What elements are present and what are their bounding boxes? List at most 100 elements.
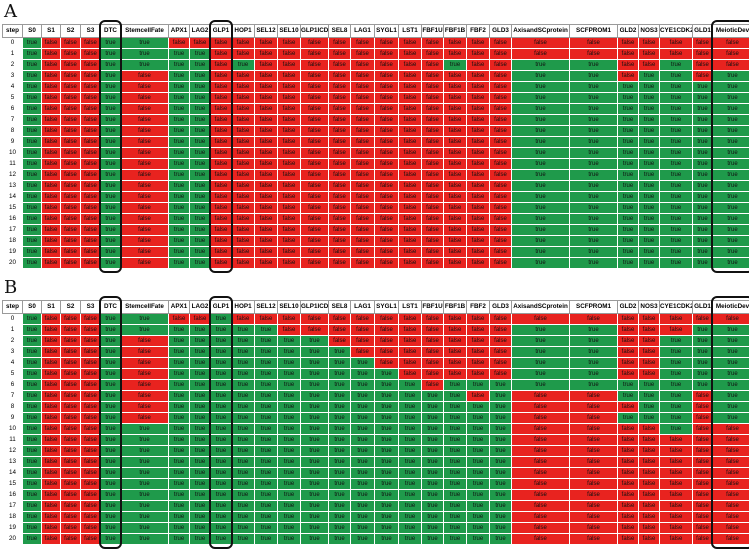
state-cell: true <box>660 247 693 258</box>
state-cell: true <box>693 358 713 369</box>
state-cell: true <box>169 479 190 490</box>
step-cell: 10 <box>3 424 23 435</box>
state-cell: true <box>512 214 570 225</box>
state-cell: true <box>101 181 121 192</box>
state-cell: false <box>42 336 61 347</box>
state-cell: true <box>467 490 490 501</box>
state-cell: true <box>301 435 329 446</box>
state-cell: true <box>190 534 211 545</box>
state-cell: true <box>101 435 121 446</box>
state-cell: true <box>169 214 190 225</box>
state-cell: true <box>301 446 329 457</box>
state-cell: true <box>444 380 467 391</box>
state-cell: true <box>101 523 121 534</box>
state-cell: true <box>512 71 570 82</box>
state-cell: false <box>121 71 169 82</box>
state-cell: false <box>444 203 467 214</box>
state-cell: false <box>444 104 467 115</box>
state-cell: true <box>570 203 618 214</box>
state-cell: false <box>422 170 444 181</box>
state-cell: false <box>351 170 375 181</box>
state-cell: false <box>42 49 61 60</box>
state-cell: false <box>42 148 61 159</box>
state-cell: true <box>693 347 713 358</box>
state-cell: false <box>232 82 255 93</box>
state-cell: false <box>42 435 61 446</box>
state-cell: false <box>169 38 190 49</box>
state-cell: true <box>101 325 121 336</box>
state-cell: true <box>570 170 618 181</box>
state-cell: false <box>329 314 351 325</box>
state-cell: true <box>639 192 660 203</box>
state-cell: true <box>639 71 660 82</box>
state-cell: true <box>639 93 660 104</box>
state-cell: false <box>639 534 660 545</box>
state-cell: false <box>255 170 278 181</box>
state-cell: false <box>512 424 570 435</box>
column-header: LAG1 <box>351 301 375 314</box>
state-cell: true <box>713 236 749 247</box>
state-cell: false <box>467 49 490 60</box>
state-cell: true <box>190 402 211 413</box>
state-cell: false <box>232 225 255 236</box>
state-cell: false <box>618 325 639 336</box>
state-cell: false <box>618 38 639 49</box>
state-cell: true <box>169 424 190 435</box>
state-cell: true <box>101 402 121 413</box>
state-cell: true <box>211 402 232 413</box>
state-cell: true <box>211 446 232 457</box>
state-cell: false <box>375 203 399 214</box>
state-cell: false <box>693 523 713 534</box>
state-cell: false <box>639 49 660 60</box>
state-cell: false <box>42 347 61 358</box>
state-cell: true <box>351 512 375 523</box>
state-cell: true <box>693 82 713 93</box>
state-cell: false <box>329 49 351 60</box>
state-cell: true <box>232 336 255 347</box>
state-cell: true <box>255 512 278 523</box>
state-cell: false <box>211 203 232 214</box>
state-cell: false <box>399 225 422 236</box>
state-cell: true <box>444 468 467 479</box>
state-cell: false <box>399 137 422 148</box>
state-cell: true <box>101 457 121 468</box>
column-header: S0 <box>23 25 42 38</box>
state-cell: true <box>693 93 713 104</box>
state-cell: true <box>169 347 190 358</box>
state-cell: false <box>121 82 169 93</box>
column-header: AxisandSCprotein <box>512 301 570 314</box>
state-cell: true <box>190 512 211 523</box>
column-header: FBF1U <box>422 301 444 314</box>
state-cell: true <box>278 358 301 369</box>
state-cell: false <box>467 247 490 258</box>
state-cell: true <box>190 170 211 181</box>
state-cell: true <box>121 501 169 512</box>
state-cell: false <box>375 159 399 170</box>
state-cell: false <box>444 137 467 148</box>
state-cell: true <box>467 512 490 523</box>
state-cell: true <box>278 501 301 512</box>
state-cell: false <box>512 523 570 534</box>
state-cell: true <box>301 457 329 468</box>
state-cell: true <box>101 225 121 236</box>
state-cell: false <box>375 247 399 258</box>
state-cell: true <box>169 258 190 269</box>
state-cell: true <box>190 501 211 512</box>
state-cell: false <box>467 82 490 93</box>
step-cell: 2 <box>3 336 23 347</box>
state-cell: false <box>232 93 255 104</box>
state-cell: false <box>61 347 81 358</box>
state-cell: false <box>42 325 61 336</box>
state-cell: false <box>329 181 351 192</box>
state-cell: false <box>121 203 169 214</box>
state-cell: false <box>713 457 749 468</box>
state-cell: false <box>693 479 713 490</box>
state-cell: true <box>190 336 211 347</box>
state-cell: false <box>255 258 278 269</box>
state-cell: true <box>329 501 351 512</box>
state-cell: true <box>190 137 211 148</box>
